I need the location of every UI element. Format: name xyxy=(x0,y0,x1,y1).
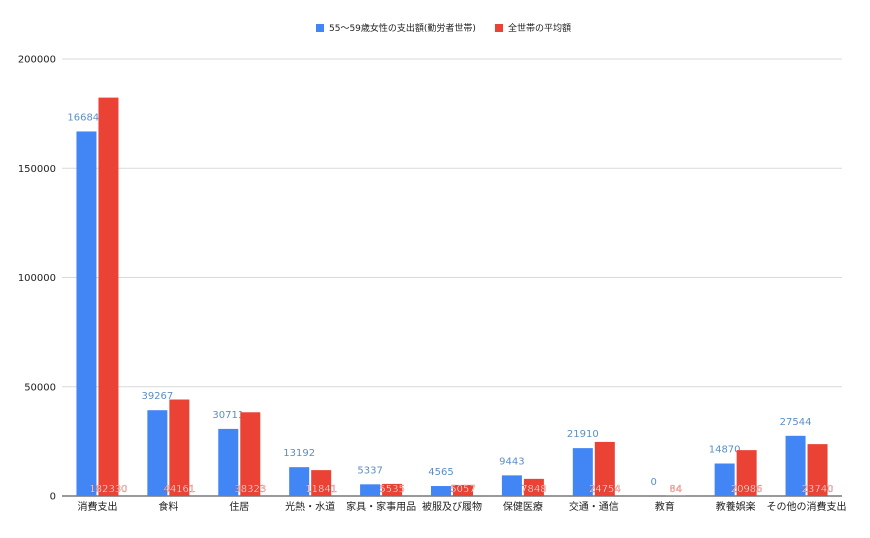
data-label-series-2: 11841 xyxy=(305,484,337,495)
data-label-series-1: 30711 xyxy=(212,410,244,421)
bar-series-2 xyxy=(240,412,261,496)
y-tick-label: 150000 xyxy=(18,164,56,175)
bar-series-1 xyxy=(501,475,522,496)
data-label-series-1: 21910 xyxy=(567,429,599,440)
bar-series-2 xyxy=(98,97,119,496)
bar-series-2 xyxy=(311,470,332,496)
data-label-series-2: 44161 xyxy=(163,484,195,495)
bar-series-1 xyxy=(431,486,451,496)
bar-series-2 xyxy=(736,450,757,496)
x-tick-label: 消費支出 xyxy=(77,500,117,513)
bar-series-2 xyxy=(523,478,544,496)
x-tick-label: 被服及び履物 xyxy=(422,500,482,513)
y-tick-label: 50000 xyxy=(24,382,56,393)
data-label-series-1: 27544 xyxy=(780,417,812,428)
x-tick-label: 保健医療 xyxy=(503,500,543,513)
y-tick-label: 100000 xyxy=(18,273,56,284)
data-label-series-1: 166840 xyxy=(67,112,105,123)
x-tick-label: 家具・家事用品 xyxy=(346,500,416,513)
data-label-series-2: 24754 xyxy=(589,484,621,495)
bar-series-2 xyxy=(807,444,828,496)
bar-series-1 xyxy=(360,484,381,496)
bar-series-2 xyxy=(594,441,615,496)
data-label-series-2: 5535 xyxy=(379,484,404,495)
data-label-series-2: 38323 xyxy=(234,484,266,495)
bar-series-2 xyxy=(169,399,190,496)
data-label-series-1: 0 xyxy=(651,477,657,488)
x-tick-label: 交通・通信 xyxy=(569,500,619,513)
x-tick-label: 教育 xyxy=(655,500,675,513)
x-tick-label: 住居 xyxy=(229,500,249,513)
bar-series-1 xyxy=(289,467,310,496)
bar-series-1 xyxy=(218,428,239,496)
data-label-series-2: 84 xyxy=(669,484,682,495)
data-label-series-2: 182330 xyxy=(89,484,127,495)
legend-swatch-series-2 xyxy=(495,24,503,32)
bar-series-1 xyxy=(785,435,806,496)
bar-series-2 xyxy=(453,484,473,496)
legend-swatch-series-1 xyxy=(316,24,324,32)
legend-label-series-2: 全世帯の平均額 xyxy=(508,22,571,34)
bar-series-1 xyxy=(76,131,97,497)
x-tick-label: 教養娯楽 xyxy=(716,500,756,513)
data-label-series-2: 7848 xyxy=(521,484,546,495)
bar-series-1 xyxy=(572,448,593,496)
data-label-series-1: 4565 xyxy=(428,467,453,478)
data-label-series-2: 5057 xyxy=(450,484,475,495)
data-label-series-1: 9443 xyxy=(499,456,524,467)
y-tick-label: 200000 xyxy=(18,55,56,66)
data-label-series-2: 23740 xyxy=(802,484,834,495)
x-tick-label: 光熱・水道 xyxy=(285,500,335,513)
data-label-series-1: 39267 xyxy=(141,391,173,402)
bar-series-1 xyxy=(714,463,735,496)
bar-series-1 xyxy=(147,410,168,496)
x-tick-label: その他の消費支出 xyxy=(767,500,847,513)
legend-label-series-1: 55～59歳女性の支出額(勤労者世帯) xyxy=(329,22,476,34)
bar-series-2 xyxy=(382,483,403,496)
x-tick-label: 食料 xyxy=(158,500,178,513)
y-tick-label: 0 xyxy=(50,492,56,503)
data-label-series-1: 5337 xyxy=(357,465,382,476)
data-label-series-2: 20986 xyxy=(731,484,763,495)
data-label-series-1: 14870 xyxy=(709,445,741,456)
data-label-series-1: 13192 xyxy=(283,448,315,459)
